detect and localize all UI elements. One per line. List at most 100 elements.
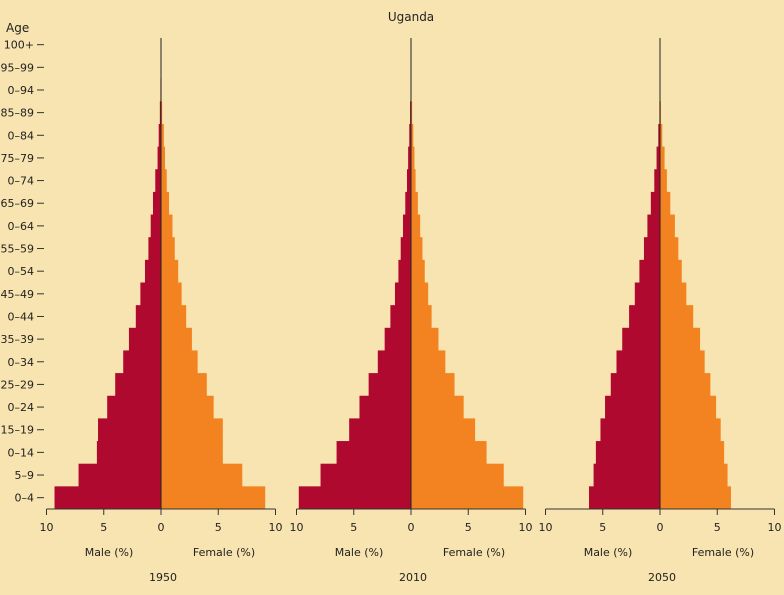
- male-bar: [405, 191, 411, 215]
- male-bar: [656, 146, 660, 170]
- male-bar: [107, 395, 161, 419]
- male-bar: [650, 191, 660, 215]
- male-bar: [600, 418, 660, 442]
- male-bar: [384, 327, 411, 351]
- panel-year-label: 2010: [399, 571, 427, 584]
- female-bar: [411, 214, 421, 238]
- female-bar: [411, 237, 423, 261]
- male-bar: [639, 259, 660, 283]
- male-bar: [368, 373, 411, 397]
- female-bar: [161, 463, 243, 487]
- male-axis-label: Male (%): [335, 546, 384, 559]
- female-bar: [660, 327, 701, 351]
- age-tick-label: 55–59: [1, 243, 35, 256]
- panel-year-label: 1950: [149, 571, 177, 584]
- female-axis-label: Female (%): [443, 546, 505, 559]
- female-bar: [161, 282, 182, 306]
- female-bar: [660, 350, 705, 374]
- x-tick-label: 10: [269, 521, 283, 534]
- male-bar: [144, 259, 161, 283]
- female-bar: [411, 373, 455, 397]
- male-bar: [647, 214, 660, 238]
- male-bar: [157, 146, 161, 170]
- female-bar: [411, 486, 524, 510]
- male-bar: [595, 441, 660, 465]
- female-bar: [411, 305, 432, 329]
- male-bar: [155, 169, 161, 193]
- female-bar: [660, 123, 663, 147]
- x-tick-label: 0: [158, 521, 165, 534]
- x-tick-label: 5: [100, 521, 107, 534]
- female-bar: [411, 327, 439, 351]
- age-tick-label: 85–89: [1, 107, 35, 120]
- age-tick-label: 0–84: [8, 129, 35, 142]
- age-tick-label: 5–9: [15, 469, 35, 482]
- chart-title: Uganda: [388, 10, 434, 24]
- female-bar: [161, 237, 175, 261]
- x-tick-label: 0: [408, 521, 415, 534]
- male-bar: [98, 418, 161, 442]
- male-bar: [135, 305, 161, 329]
- male-bar: [148, 237, 161, 261]
- age-tick-label: 65–69: [1, 197, 35, 210]
- female-bar: [411, 282, 429, 306]
- female-bar: [411, 418, 476, 442]
- female-bar: [660, 191, 671, 215]
- male-bar: [654, 169, 660, 193]
- male-bar: [377, 350, 411, 374]
- female-bar: [411, 169, 416, 193]
- pyramid-panel-2010: 10 5 0 5 10 Male (%) Female (%) 2010: [290, 38, 533, 584]
- female-bar: [161, 191, 170, 215]
- age-tick-label: 0–24: [8, 401, 35, 414]
- female-bar: [411, 395, 464, 419]
- female-bar: [161, 305, 187, 329]
- age-tick-label: 0–94: [8, 84, 35, 97]
- male-bar: [406, 169, 411, 193]
- male-bar: [629, 305, 660, 329]
- male-bar: [616, 350, 660, 374]
- female-bar: [161, 214, 173, 238]
- female-bar: [161, 373, 207, 397]
- female-bar: [660, 282, 687, 306]
- female-axis-label: Female (%): [193, 546, 255, 559]
- male-bar: [298, 486, 411, 510]
- female-bar: [660, 237, 679, 261]
- female-bar: [660, 169, 667, 193]
- x-tick-label: 0: [657, 521, 664, 534]
- pyramid-panel-2050: 10 5 0 5 10 Male (%) Female (%) 2050: [539, 38, 782, 584]
- female-bar: [161, 146, 166, 170]
- male-bar: [400, 237, 411, 261]
- female-bar: [161, 123, 164, 147]
- age-tick-label: 0–44: [8, 310, 35, 323]
- male-bar: [610, 373, 660, 397]
- female-bar: [660, 463, 728, 487]
- male-bar: [402, 214, 411, 238]
- male-bar: [359, 395, 411, 419]
- x-tick-label: 5: [215, 521, 222, 534]
- female-bar: [411, 350, 446, 374]
- x-tick-label: 10: [290, 521, 304, 534]
- age-tick-label: 100+: [4, 39, 34, 52]
- age-tick-label: 0–64: [8, 220, 35, 233]
- male-bar: [140, 282, 161, 306]
- male-bar: [658, 123, 660, 147]
- male-bar: [622, 327, 660, 351]
- male-bar: [150, 214, 161, 238]
- female-bar: [660, 373, 711, 397]
- male-bar: [158, 123, 161, 147]
- female-bar: [161, 327, 192, 351]
- female-bar: [660, 146, 665, 170]
- male-bar: [409, 123, 411, 147]
- pyramid-panels: 10 5 0 5 10 Male (%) Female (%) 1950 10 5 0 5 10 Male…: [40, 38, 782, 584]
- female-bar: [660, 305, 694, 329]
- female-bar: [660, 441, 725, 465]
- male-bar: [408, 146, 411, 170]
- age-tick-label: 0–4: [15, 492, 35, 505]
- female-bar: [411, 259, 425, 283]
- x-tick-label: 5: [599, 521, 606, 534]
- male-bar: [605, 395, 660, 419]
- male-bar: [128, 327, 161, 351]
- male-bar: [123, 350, 161, 374]
- male-bar: [54, 486, 161, 510]
- age-tick-label: 95–99: [1, 61, 35, 74]
